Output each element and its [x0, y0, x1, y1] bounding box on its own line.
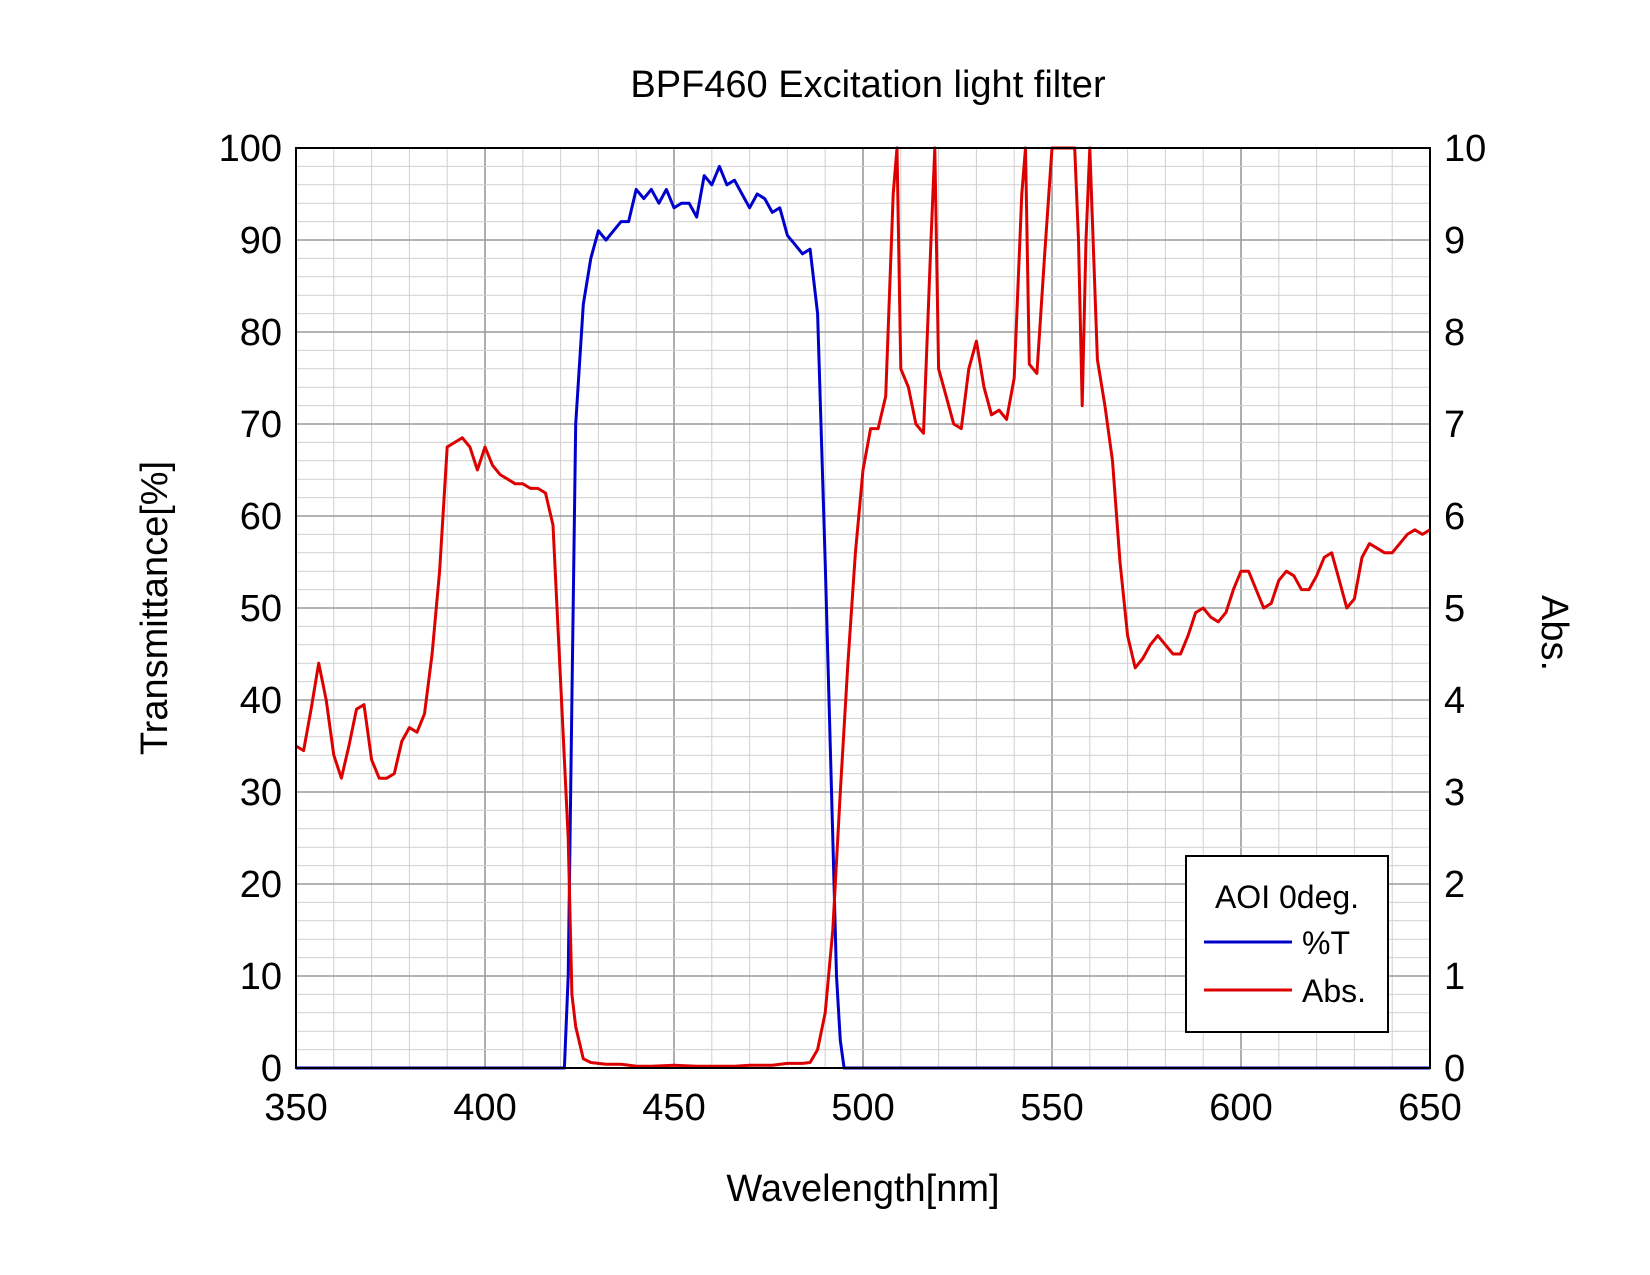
chart-title: BPF460 Excitation light filter: [630, 64, 1106, 106]
series-lines: [295, 146, 1431, 1070]
y-tick-label: 30: [240, 772, 282, 814]
y-tick-label: 90: [240, 220, 282, 262]
y2-tick-label: 4: [1444, 680, 1465, 722]
legend-label-abs: Abs.: [1302, 973, 1366, 1009]
y-tick-label: 40: [240, 680, 282, 722]
x-tick-label: 550: [1020, 1087, 1083, 1129]
y2-tick-label: 2: [1444, 864, 1465, 906]
x-tick-label: 650: [1398, 1087, 1461, 1129]
y-tick-label: 100: [219, 128, 282, 170]
y-tick-label: 10: [240, 956, 282, 998]
legend-label-t: %T: [1302, 925, 1350, 961]
legend-title: AOI 0deg.: [1215, 879, 1359, 915]
y2-tick-label: 0: [1444, 1048, 1465, 1090]
y2-tick-label: 7: [1444, 404, 1465, 446]
y2-tick-label: 6: [1444, 496, 1465, 538]
x-tick-label: 400: [453, 1087, 516, 1129]
y-tick-label: 70: [240, 404, 282, 446]
series-t-line: [296, 164, 1430, 1070]
y-tick-label: 0: [261, 1048, 282, 1090]
y2-axis-label: Abs.: [1533, 595, 1575, 671]
y2-tick-label: 8: [1444, 312, 1465, 354]
series-abs-line: [295, 146, 1431, 1068]
y-axis-label: Transmittance[%]: [134, 461, 176, 755]
y2-tick-label: 10: [1444, 128, 1486, 170]
y-tick-label: 80: [240, 312, 282, 354]
y-tick-label: 20: [240, 864, 282, 906]
y2-tick-label: 3: [1444, 772, 1465, 814]
legend-box: [1185, 855, 1389, 1033]
y2-tick-label: 9: [1444, 220, 1465, 262]
x-tick-label: 500: [831, 1087, 894, 1129]
x-tick-label: 450: [642, 1087, 705, 1129]
y-tick-label: 60: [240, 496, 282, 538]
axis-ticks: 350 400 450 500 550 600 6500102030405060708090…: [219, 128, 1487, 1129]
y2-tick-label: 1: [1444, 956, 1465, 998]
y2-tick-label: 5: [1444, 588, 1465, 630]
x-tick-label: 600: [1209, 1087, 1272, 1129]
legend: AOI 0deg. %T Abs.: [1185, 855, 1389, 1033]
plot-frame: [295, 147, 1431, 1069]
y-tick-label: 50: [240, 588, 282, 630]
x-tick-label: 350: [264, 1087, 327, 1129]
x-axis-label: Wavelength[nm]: [726, 1168, 999, 1210]
